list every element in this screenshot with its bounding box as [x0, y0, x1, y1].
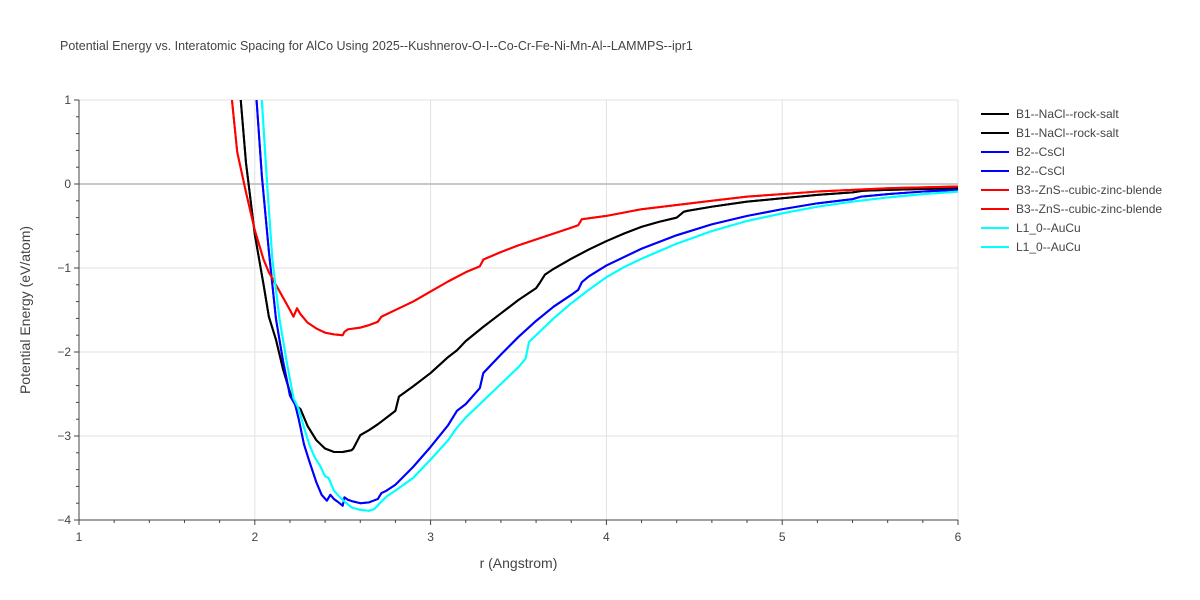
x-axis-title: r (Angstrom) [480, 555, 558, 571]
y-tick-label: 1 [64, 93, 71, 107]
legend-item[interactable]: B3--ZnS--cubic-zinc-blende [981, 183, 1162, 197]
x-tick-label: 1 [76, 530, 83, 544]
legend-label: L1_0--AuCu [1016, 240, 1081, 254]
axes [74, 99, 959, 525]
series-line-b3-zns-cubic-zinc-blende-5[interactable] [230, 100, 958, 337]
y-tick-label: −4 [57, 513, 71, 527]
legend-item[interactable]: B2--CsCl [981, 164, 1065, 178]
series-layer [230, 100, 958, 512]
chart-title: Potential Energy vs. Interatomic Spacing… [60, 39, 693, 53]
legend-label: B3--ZnS--cubic-zinc-blende [1016, 183, 1162, 197]
y-tick-label: 0 [64, 177, 71, 191]
legend-item[interactable]: B1--NaCl--rock-salt [981, 107, 1119, 121]
legend-label: B2--CsCl [1016, 164, 1065, 178]
legend-item[interactable]: B3--ZnS--cubic-zinc-blende [981, 202, 1162, 216]
x-tick-label: 4 [603, 530, 610, 544]
legend-item[interactable]: L1_0--AuCu [981, 221, 1081, 235]
x-tick-label: 5 [779, 530, 786, 544]
x-tick-label: 3 [427, 530, 434, 544]
series-line-l1-0-aucu-7[interactable] [260, 100, 958, 512]
legend-label: B2--CsCl [1016, 145, 1065, 159]
y-tick-label: −2 [57, 345, 71, 359]
series-line-b2-cscl-3[interactable] [255, 100, 958, 507]
legend-label: B1--NaCl--rock-salt [1016, 107, 1119, 121]
legend-item[interactable]: L1_0--AuCu [981, 240, 1081, 254]
legend-item[interactable]: B1--NaCl--rock-salt [981, 126, 1119, 140]
y-tick-label: −3 [57, 429, 71, 443]
legend[interactable]: B1--NaCl--rock-salt B1--NaCl--rock-salt B2… [981, 107, 1162, 254]
x-tick-label: 2 [251, 530, 258, 544]
legend-label: B3--ZnS--cubic-zinc-blende [1016, 202, 1162, 216]
legend-item[interactable]: B2--CsCl [981, 145, 1065, 159]
tick-labels: 1 2 3 4 5 6 1 0 −1 −2 −3 −4 [57, 93, 961, 544]
y-tick-label: −1 [57, 261, 71, 275]
legend-label: B1--NaCl--rock-salt [1016, 126, 1119, 140]
x-tick-label: 6 [955, 530, 962, 544]
y-axis-title: Potential Energy (eV/atom) [17, 226, 33, 394]
legend-label: L1_0--AuCu [1016, 221, 1081, 235]
